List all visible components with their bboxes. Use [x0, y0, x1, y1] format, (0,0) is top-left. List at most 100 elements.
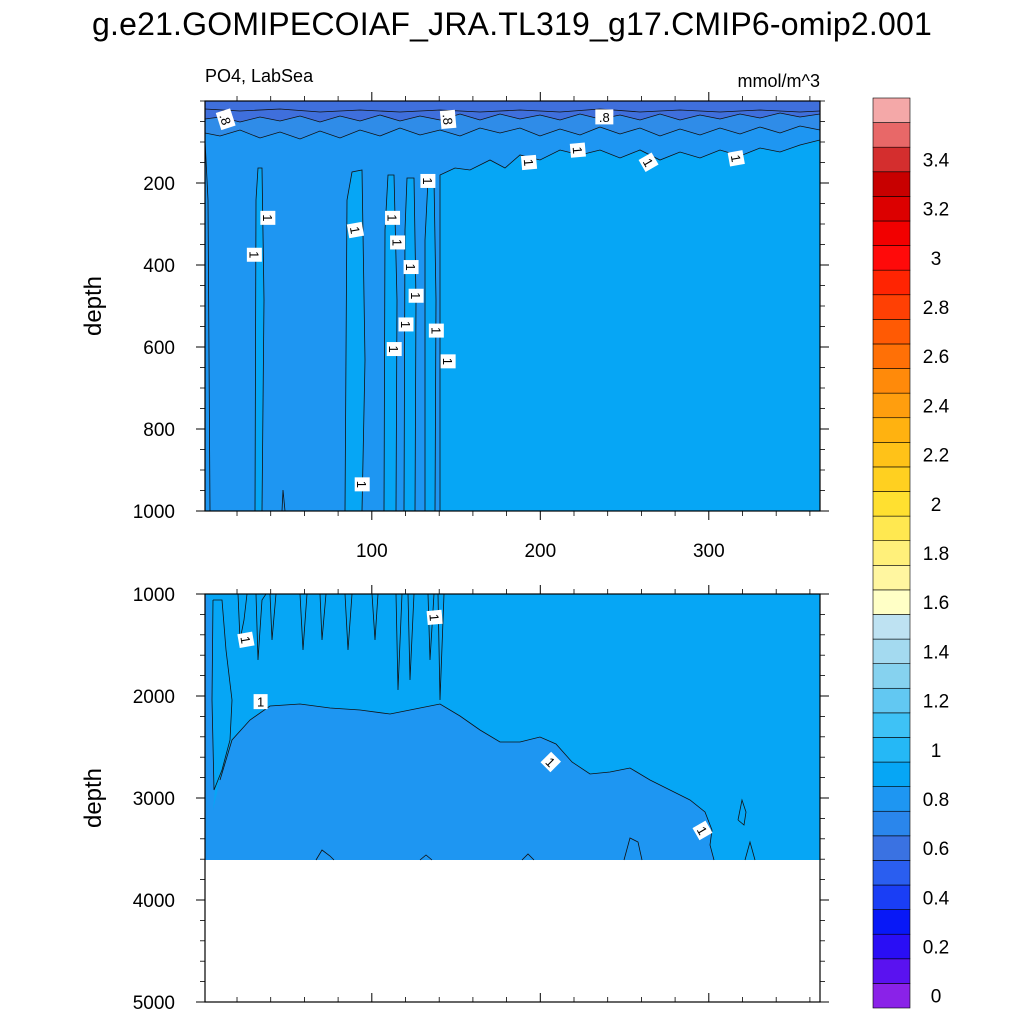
colorbar-label: 0.8 [923, 790, 949, 811]
upper-contour-label: 1 [428, 323, 444, 338]
colorbar-label: 3.2 [923, 200, 949, 221]
upper-contour-label: 1 [398, 317, 414, 332]
colorbar-label: 1.8 [923, 544, 949, 565]
colorbar-swatch [872, 712, 911, 738]
colorbar-swatch [872, 97, 911, 123]
colorbar-swatch [872, 343, 911, 369]
colorbar-label: 1.4 [923, 642, 950, 663]
colorbar-label: 0.2 [923, 938, 949, 959]
upper-contour-fill [205, 101, 820, 511]
colorbar-swatch [872, 835, 911, 861]
upper-contour-label: 1 [390, 235, 406, 250]
colorbar-label: 0.4 [923, 888, 950, 909]
svg-text:.8: .8 [599, 110, 610, 125]
colorbar-swatch [872, 392, 911, 419]
upper-contour-label: 1 [638, 152, 659, 173]
upper-contour-label: 1 [440, 354, 456, 369]
svg-text:1: 1 [246, 251, 261, 258]
svg-text:1: 1 [390, 239, 405, 246]
svg-text:1: 1 [408, 292, 423, 299]
lower-ytick-label: 4000 [133, 891, 175, 912]
lower-fill-deep [205, 594, 714, 860]
colorbar-swatch [872, 983, 911, 1009]
svg-text:1: 1 [398, 321, 413, 328]
svg-text:1: 1 [728, 154, 744, 164]
svg-text:1: 1 [426, 613, 442, 622]
lower-contour-label: 1 [253, 694, 268, 710]
upper-fill-surface [205, 101, 820, 122]
lower-ytick-label: 1000 [133, 585, 175, 606]
svg-text:1: 1 [570, 146, 586, 155]
upper-contour-label: 1 [403, 260, 419, 275]
lower-ytick-label: 3000 [133, 789, 175, 810]
lower-y-axis-label: depth [80, 768, 107, 828]
upper-contour-label: 1 [385, 210, 401, 225]
colorbar-swatch [872, 122, 911, 148]
colorbar-swatch [872, 269, 911, 296]
colorbar-swatch [872, 663, 911, 689]
upper-fill-interior-upper [440, 140, 820, 511]
upper-contour-label: 1 [386, 342, 402, 357]
colorbar-swatch [872, 589, 911, 615]
upper-ytick-label: 800 [143, 420, 175, 441]
lower-contour-labels: 1 1 1 1 1 [237, 609, 713, 841]
colorbar-swatch [872, 638, 911, 664]
colorbar-label: 0 [931, 987, 942, 1008]
upper-contour-label: 1 [346, 221, 365, 239]
colorbar-label: 2 [931, 495, 942, 516]
upper-ytick-label: 200 [143, 174, 175, 195]
svg-text:1: 1 [237, 635, 253, 645]
lower-panel: 1000 2000 3000 4000 5000 1 1 1 1 1 depth [80, 585, 829, 1014]
lower-contour-label: 1 [237, 631, 255, 649]
svg-text:1: 1 [347, 225, 363, 235]
colorbar-label: 2.4 [923, 396, 950, 417]
lower-fill-no-data [205, 860, 820, 1002]
svg-text:1: 1 [386, 345, 401, 352]
upper-axis-ticks: 200 400 600 800 1000 100 200 300 [133, 92, 829, 562]
upper-contour-labels: .8 .8 .8 1 1 1 1 1 1 1 1 1 1 1 1 1 1 1 1 1 [215, 108, 745, 492]
upper-contour-label: 1 [354, 477, 370, 492]
colorbar-label: 2.8 [923, 298, 949, 319]
colorbar-swatch [872, 687, 911, 714]
upper-left-label: PO4, LabSea [205, 66, 314, 86]
upper-xtick-label: 100 [356, 541, 388, 562]
colorbar-swatch [872, 860, 911, 886]
upper-contour-label: .8 [215, 108, 236, 131]
lower-contour-label: 1 [426, 609, 443, 626]
svg-text:1: 1 [257, 695, 264, 710]
svg-text:1: 1 [403, 263, 418, 270]
colorbar-swatch [872, 319, 911, 345]
upper-right-label: mmol/m^3 [738, 71, 820, 91]
upper-fill-strip-d [404, 178, 416, 511]
colorbar: 0 0.2 0.4 0.6 0.8 1 1.2 1.4 1.6 1.8 2 2.2 2.4 2.6 2.8 3… [872, 97, 950, 1009]
upper-ytick-label: 1000 [133, 502, 175, 523]
colorbar-swatch [872, 761, 911, 787]
colorbar-swatch [872, 786, 911, 812]
colorbar-swatch [872, 196, 911, 222]
svg-text:1: 1 [428, 327, 443, 334]
lower-contour-label: 1 [540, 751, 562, 773]
svg-text:1: 1 [521, 158, 537, 167]
colorbar-swatch [872, 933, 911, 960]
svg-text:1: 1 [385, 214, 400, 221]
colorbar-swatch [872, 614, 911, 640]
lower-ytick-label: 2000 [133, 687, 175, 708]
colorbar-label: 0.6 [923, 839, 949, 860]
upper-contour-label: 1 [246, 247, 262, 262]
colorbar-swatch [872, 245, 911, 271]
colorbar-swatch [872, 368, 911, 394]
upper-ytick-label: 400 [143, 256, 175, 277]
upper-contour-label: .8 [595, 109, 614, 125]
colorbar-swatch [872, 515, 911, 542]
upper-xtick-label: 200 [524, 541, 556, 562]
colorbar-label: 1.2 [923, 692, 949, 713]
lower-contour-label: 1 [692, 820, 713, 841]
lower-contour-fill [205, 594, 820, 1002]
colorbar-label: 3 [931, 249, 942, 270]
svg-text:.8: .8 [440, 113, 456, 125]
upper-fill-strip-b [345, 170, 365, 511]
svg-text:1: 1 [440, 358, 455, 365]
upper-contour-label: 1 [521, 154, 538, 171]
upper-ytick-label: 600 [143, 338, 175, 359]
upper-contour-label: 1 [408, 288, 424, 303]
